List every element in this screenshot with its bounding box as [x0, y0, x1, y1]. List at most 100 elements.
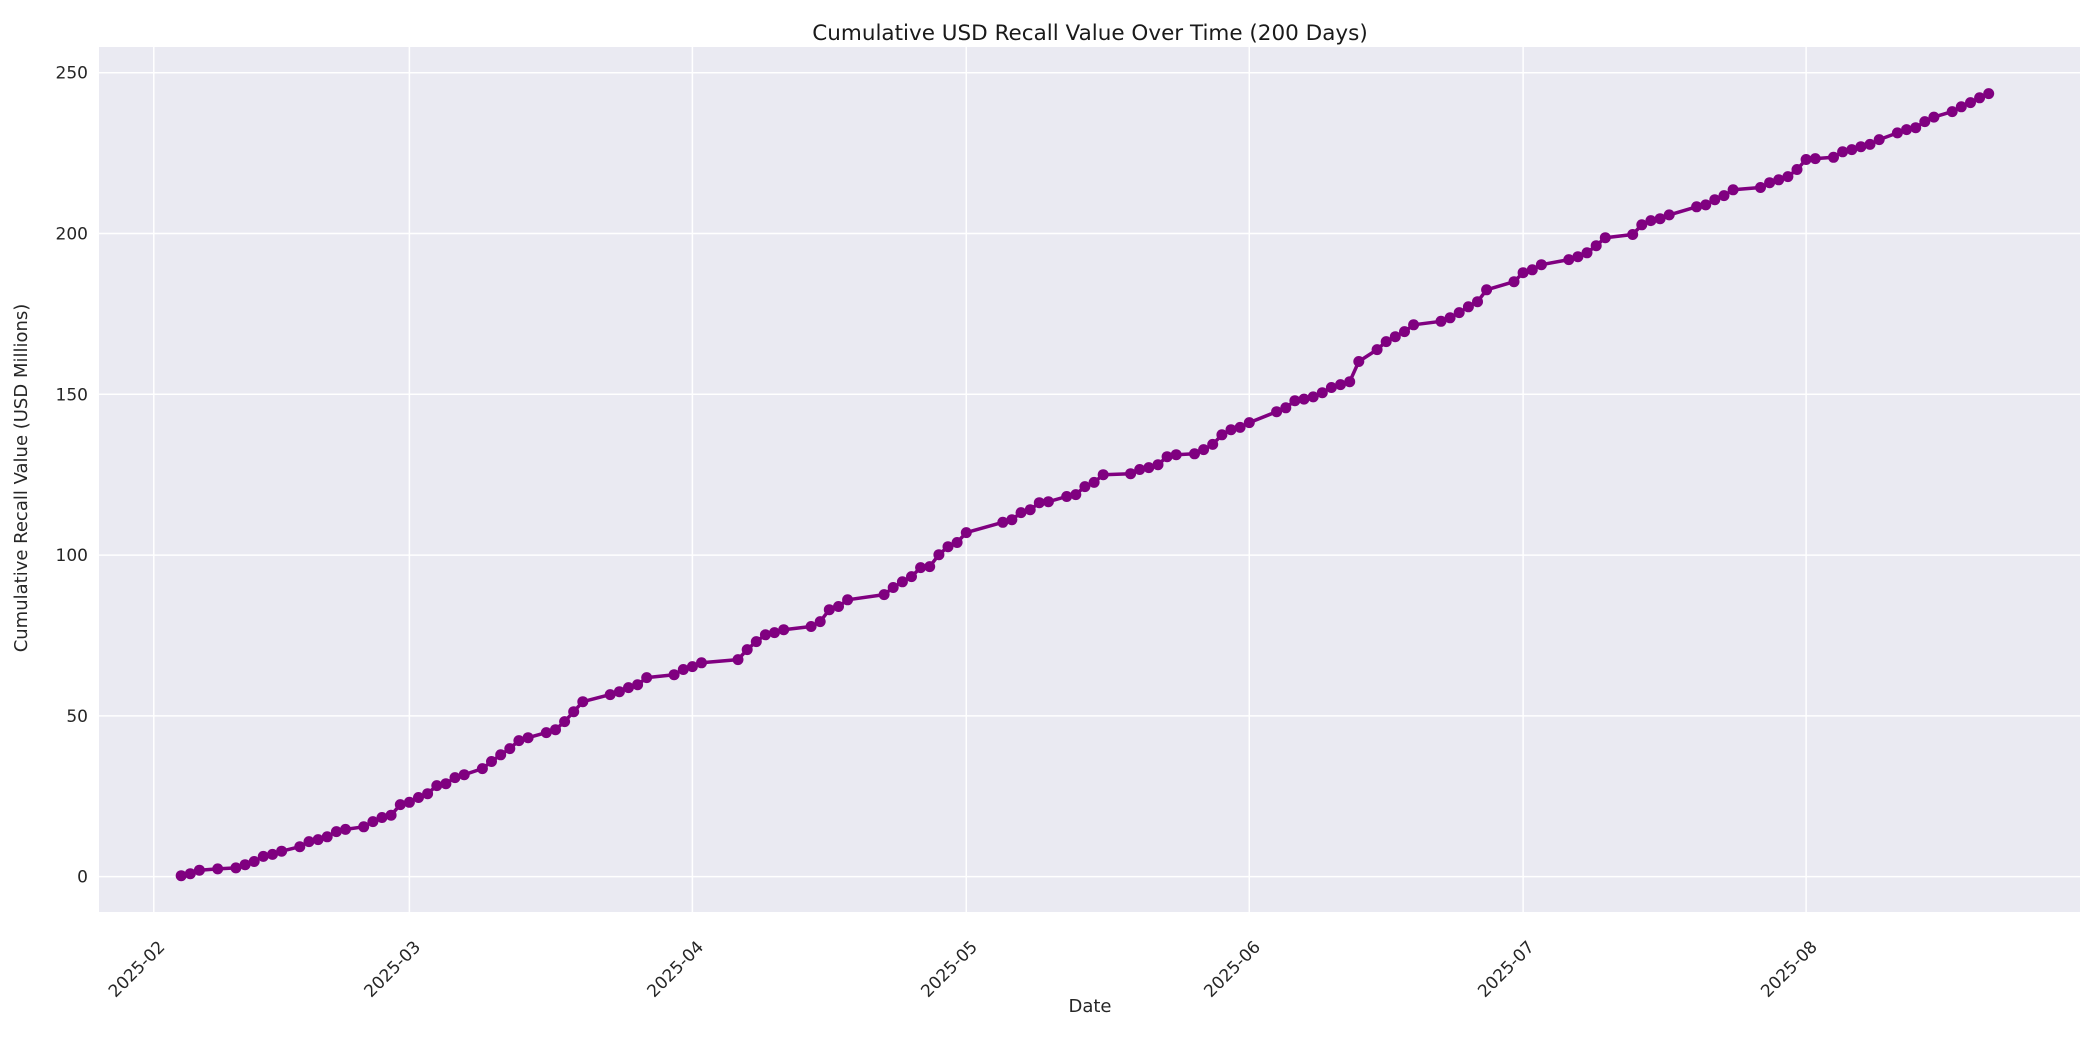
data-point — [1335, 379, 1346, 391]
data-point — [1508, 276, 1520, 288]
x-axis-label: Date — [1068, 996, 1111, 1017]
data-point — [431, 780, 443, 792]
data-point — [276, 845, 288, 857]
data-point — [403, 796, 415, 808]
data-point — [540, 727, 552, 739]
data-point — [1234, 421, 1246, 433]
y-tick-label: 200 — [56, 225, 88, 245]
data-point — [239, 859, 251, 871]
data-point — [1435, 315, 1447, 327]
x-tick-label: 2025-02 — [105, 937, 169, 1001]
data-point — [1727, 184, 1739, 196]
y-tick-label: 0 — [77, 868, 88, 888]
data-point — [641, 672, 653, 684]
data-point — [1636, 219, 1648, 231]
data-point — [1298, 393, 1310, 405]
data-point — [257, 850, 269, 862]
data-point — [1791, 164, 1803, 175]
data-point — [1590, 240, 1602, 252]
data-point — [1891, 127, 1903, 139]
data-point — [1024, 504, 1036, 516]
data-point — [1134, 464, 1146, 475]
data-point — [1472, 296, 1483, 308]
data-point — [1170, 449, 1182, 461]
data-point — [896, 576, 908, 588]
data-point — [814, 616, 826, 628]
data-point — [750, 636, 762, 648]
data-point — [577, 696, 589, 708]
data-point — [696, 657, 707, 669]
data-point — [1517, 267, 1529, 279]
data-point — [778, 624, 790, 636]
data-point — [1006, 514, 1018, 526]
data-point — [330, 826, 342, 838]
data-point — [1198, 444, 1210, 456]
data-point — [504, 743, 516, 755]
y-tick-label: 50 — [66, 707, 88, 727]
data-point — [1718, 190, 1730, 202]
data-point — [769, 627, 780, 639]
data-point — [559, 716, 571, 728]
data-point — [458, 769, 470, 781]
data-point — [1161, 451, 1173, 463]
data-point — [367, 816, 379, 828]
data-point — [951, 537, 963, 548]
data-point — [394, 799, 406, 811]
data-point — [842, 594, 854, 606]
data-point — [1380, 336, 1392, 348]
data-point — [1627, 229, 1639, 240]
data-point — [1974, 92, 1986, 104]
data-point — [942, 541, 954, 553]
data-point — [906, 571, 917, 583]
data-point — [1809, 153, 1821, 165]
data-point — [1371, 344, 1383, 356]
data-point — [358, 821, 370, 833]
data-point — [960, 527, 972, 539]
data-point — [312, 834, 324, 846]
data-point — [1709, 194, 1721, 206]
data-point — [550, 724, 561, 736]
data-point — [1700, 199, 1712, 211]
data-point — [1243, 417, 1255, 429]
data-point — [212, 863, 224, 875]
y-tick-label: 100 — [56, 546, 88, 566]
data-point — [823, 604, 835, 616]
data-point — [1645, 215, 1657, 227]
data-point — [568, 706, 580, 718]
data-point — [933, 549, 945, 561]
x-tick-label: 2025-03 — [361, 937, 425, 1001]
data-point — [522, 732, 534, 744]
data-point — [833, 601, 844, 612]
data-point — [1581, 247, 1593, 259]
x-tick-label: 2025-04 — [644, 937, 708, 1001]
data-point — [1097, 469, 1109, 481]
data-point — [267, 848, 278, 860]
data-point — [1408, 319, 1420, 331]
data-point — [1070, 489, 1082, 501]
data-point — [440, 778, 452, 790]
data-point — [413, 792, 424, 803]
data-point — [1289, 395, 1301, 407]
data-point — [1399, 326, 1410, 338]
data-point — [1800, 154, 1812, 165]
data-point — [1928, 111, 1940, 123]
data-point — [741, 644, 753, 656]
data-point — [613, 686, 625, 698]
data-point — [1855, 141, 1867, 153]
data-point — [1280, 402, 1292, 414]
data-point — [668, 669, 680, 681]
data-point — [1207, 438, 1219, 450]
data-point — [175, 870, 187, 882]
data-point — [193, 864, 205, 876]
data-point — [1307, 391, 1319, 403]
x-tick-label: 2025-07 — [1474, 937, 1538, 1001]
data-point — [1033, 497, 1045, 509]
data-point — [1773, 174, 1785, 186]
data-point — [1143, 462, 1155, 474]
data-point — [1782, 171, 1794, 183]
data-point — [924, 561, 936, 573]
data-point — [1225, 424, 1237, 436]
data-point — [1764, 177, 1776, 189]
